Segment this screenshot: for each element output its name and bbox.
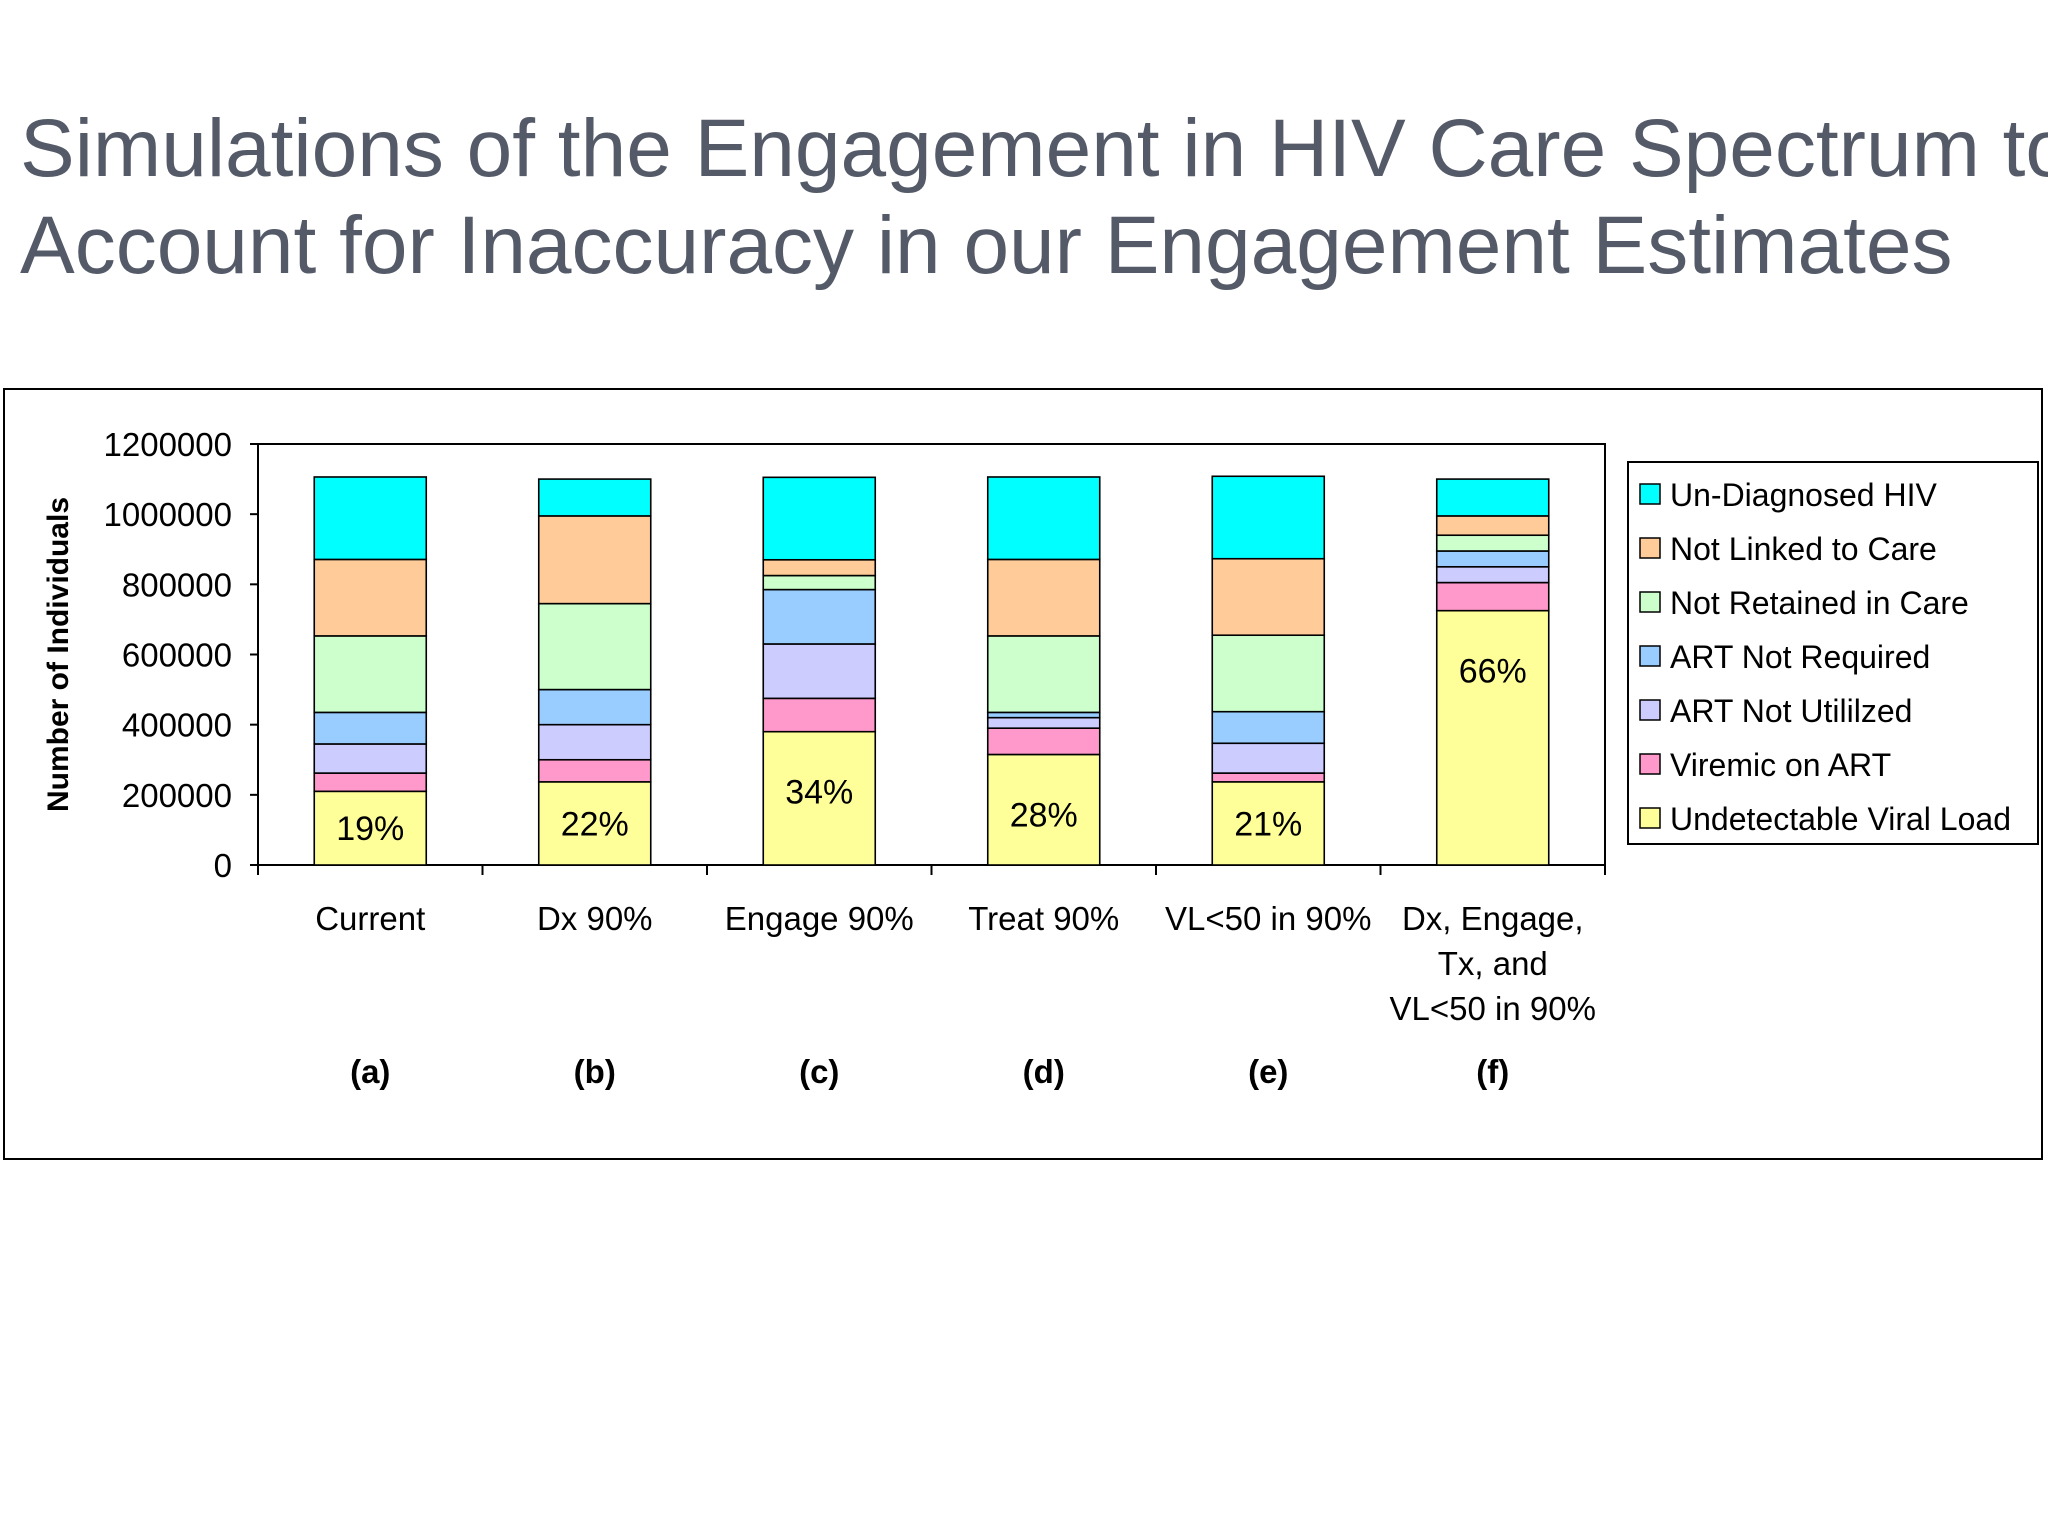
x-category-letter-3: (c) xyxy=(799,1053,839,1090)
bar-segment-3-5 xyxy=(762,574,877,591)
bar-segment-6-4 xyxy=(1435,550,1550,568)
x-category-letter-4: (d) xyxy=(1023,1053,1065,1090)
bar-segment-5-7 xyxy=(1211,475,1326,560)
bar-segment-2-4 xyxy=(537,688,652,726)
y-tick-label: 400000 xyxy=(122,707,232,744)
bar-segment-2-6 xyxy=(537,515,652,605)
legend-label-2: Not Linked to Care xyxy=(1670,531,1937,567)
chart-frame: 0 200000 400000 600000 800000 1000000 1200000 N… xyxy=(3,388,2043,1160)
bar-segment-2-3 xyxy=(537,723,652,761)
bar-segment-5-5 xyxy=(1211,634,1326,713)
bar-segment-6-7 xyxy=(1435,478,1550,517)
y-axis-title: Number of Individuals xyxy=(42,497,75,812)
bar-segment-1-6 xyxy=(313,558,428,637)
bar-segment-1-1 xyxy=(313,790,428,866)
bar-segment-1-7 xyxy=(313,476,428,561)
data-label-1: 19% xyxy=(336,810,404,848)
x-category-letter-6: (f) xyxy=(1476,1053,1509,1090)
bar-segment-3-7 xyxy=(762,476,877,561)
legend-swatch-5 xyxy=(1639,699,1661,721)
plot-area xyxy=(257,443,1606,866)
y-tick-label: 200000 xyxy=(122,777,232,814)
bar-segment-5-4 xyxy=(1211,710,1326,745)
slide-title-line-2: Account for Inaccuracy in our Engagement… xyxy=(20,200,1953,291)
legend-swatch-1 xyxy=(1639,483,1661,505)
legend-swatch-7 xyxy=(1639,807,1661,829)
bar-segment-4-1 xyxy=(986,753,1101,866)
data-label-5: 21% xyxy=(1234,805,1302,843)
x-category-letter-1: (a) xyxy=(350,1053,390,1090)
bar-segment-4-7 xyxy=(986,476,1101,561)
y-tick-label: 1200000 xyxy=(104,426,232,463)
bar-segment-6-2 xyxy=(1435,581,1550,612)
bar-segment-4-3 xyxy=(986,716,1101,729)
data-label-2: 22% xyxy=(561,805,629,843)
bar-segment-1-2 xyxy=(313,772,428,793)
bar-segment-6-3 xyxy=(1435,565,1550,584)
bar-segment-3-4 xyxy=(762,588,877,645)
x-category-label-5: VL<50 in 90% xyxy=(1165,900,1371,937)
bar-segment-5-2 xyxy=(1211,772,1326,783)
bar-segment-3-3 xyxy=(762,643,877,700)
slide-title: Simulations of the Engagement in HIV Car… xyxy=(20,100,2048,294)
legend-swatch-2 xyxy=(1639,537,1661,559)
x-category-label-2: Dx 90% xyxy=(537,900,653,937)
bar-segment-2-5 xyxy=(537,602,652,691)
stacked-bar-chart: 0 200000 400000 600000 800000 1000000 1200000 N… xyxy=(42,426,2039,1090)
legend-label-7: Undetectable Viral Load xyxy=(1670,801,2011,837)
bar-segment-2-7 xyxy=(537,478,652,517)
x-category-label-6: VL<50 in 90% xyxy=(1390,990,1596,1027)
bar-segment-3-1 xyxy=(762,730,877,866)
y-tick-label: 1000000 xyxy=(104,496,232,533)
bar-segment-1-3 xyxy=(313,743,428,774)
legend-swatch-4 xyxy=(1639,645,1661,667)
bar-segment-4-5 xyxy=(986,635,1101,714)
x-category-label-6: Dx, Engage, xyxy=(1402,900,1584,937)
x-category-letter-5: (e) xyxy=(1248,1053,1288,1090)
bar-segment-2-2 xyxy=(537,758,652,783)
x-category-letter-2: (b) xyxy=(574,1053,616,1090)
y-tick-label: 0 xyxy=(214,847,232,884)
bar-segment-1-4 xyxy=(313,711,428,745)
legend-box xyxy=(1627,461,2039,845)
x-category-label-1: Current xyxy=(315,900,425,937)
bar-segment-4-6 xyxy=(986,558,1101,637)
bar-segment-5-1 xyxy=(1211,781,1326,866)
bar-segment-3-6 xyxy=(762,558,877,577)
bar-segment-3-2 xyxy=(762,697,877,733)
x-category-label-3: Engage 90% xyxy=(725,900,914,937)
data-label-4: 28% xyxy=(1010,796,1078,834)
legend-swatch-6 xyxy=(1639,753,1661,775)
x-category-label-4: Treat 90% xyxy=(968,900,1119,937)
y-tick-label: 600000 xyxy=(122,637,232,674)
bar-segment-1-5 xyxy=(313,635,428,714)
data-label-6: 66% xyxy=(1459,653,1527,691)
bar-segment-5-6 xyxy=(1211,557,1326,637)
legend-label-6: Viremic on ART xyxy=(1670,747,1891,783)
bar-segment-4-2 xyxy=(986,727,1101,756)
bar-segment-6-1 xyxy=(1435,609,1550,866)
x-category-label-6: Tx, and xyxy=(1438,945,1548,982)
bar-segment-2-1 xyxy=(537,781,652,866)
legend-label-4: ART Not Required xyxy=(1670,639,1930,675)
legend-label-3: Not Retained in Care xyxy=(1670,585,1969,621)
bar-segment-6-5 xyxy=(1435,534,1550,552)
slide-title-line-1: Simulations of the Engagement in HIV Car… xyxy=(20,103,2048,194)
legend-label-5: ART Not Utililzed xyxy=(1670,693,1912,729)
data-label-3: 34% xyxy=(785,774,853,812)
bar-segment-6-6 xyxy=(1435,515,1550,537)
bar-segment-5-3 xyxy=(1211,742,1326,774)
legend-swatch-3 xyxy=(1639,591,1661,613)
legend-label-1: Un-Diagnosed HIV xyxy=(1670,477,1937,513)
y-tick-label: 800000 xyxy=(122,566,232,603)
